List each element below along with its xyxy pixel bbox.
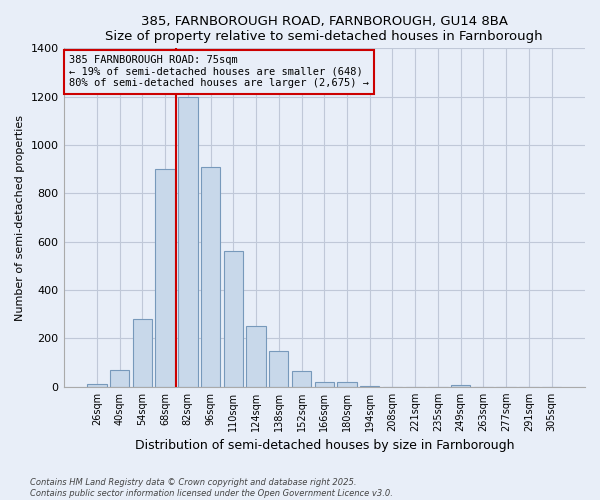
Bar [360, 386, 379, 387]
Text: 385 FARNBOROUGH ROAD: 75sqm
← 19% of semi-detached houses are smaller (648)
80% : 385 FARNBOROUGH ROAD: 75sqm ← 19% of sem… [69, 55, 369, 88]
Bar [224, 252, 243, 387]
Bar [451, 385, 470, 387]
X-axis label: Distribution of semi-detached houses by size in Farnborough: Distribution of semi-detached houses by … [134, 440, 514, 452]
Bar [337, 382, 356, 387]
Bar [155, 169, 175, 387]
Bar [87, 384, 107, 387]
Bar [247, 326, 266, 387]
Title: 385, FARNBOROUGH ROAD, FARNBOROUGH, GU14 8BA
Size of property relative to semi-d: 385, FARNBOROUGH ROAD, FARNBOROUGH, GU14… [106, 15, 543, 43]
Bar [292, 371, 311, 387]
Bar [178, 96, 197, 387]
Bar [133, 319, 152, 387]
Bar [269, 350, 289, 387]
Bar [110, 370, 130, 387]
Bar [201, 167, 220, 387]
Y-axis label: Number of semi-detached properties: Number of semi-detached properties [15, 114, 25, 320]
Bar [314, 382, 334, 387]
Text: Contains HM Land Registry data © Crown copyright and database right 2025.
Contai: Contains HM Land Registry data © Crown c… [30, 478, 393, 498]
